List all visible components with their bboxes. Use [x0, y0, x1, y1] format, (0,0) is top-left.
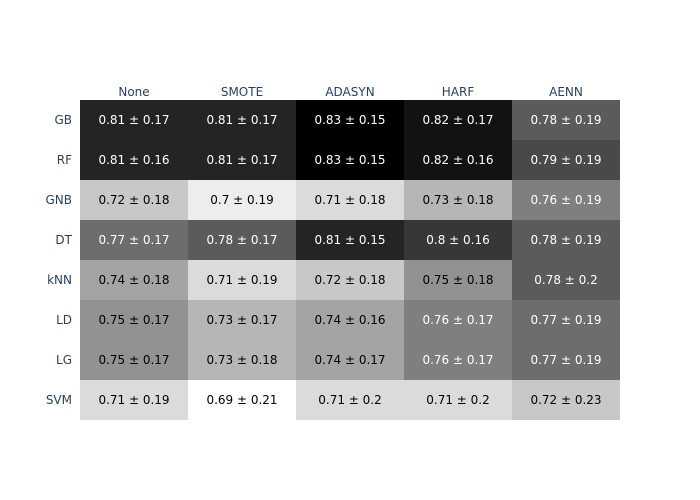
cell-value-label: 0.81 ± 0.17 — [98, 113, 169, 127]
heatmap-cell — [80, 300, 188, 340]
heatmap-cell — [188, 180, 296, 220]
heatmap-cell — [80, 220, 188, 260]
heatmap-cell — [296, 180, 404, 220]
cell-value-label: 0.81 ± 0.16 — [98, 153, 169, 167]
cell-value-label: 0.75 ± 0.17 — [98, 313, 169, 327]
cell-value-label: 0.72 ± 0.18 — [314, 273, 385, 287]
heatmap-cell — [404, 380, 512, 420]
cell-value-label: 0.74 ± 0.16 — [314, 313, 385, 327]
heatmap-cell — [512, 180, 620, 220]
cell-value-label: 0.82 ± 0.17 — [422, 113, 493, 127]
heatmap-cell — [188, 260, 296, 300]
heatmap-cell — [404, 100, 512, 140]
row-label: GB — [54, 113, 72, 127]
cell-value-label: 0.78 ± 0.17 — [206, 233, 277, 247]
heatmap-cell — [188, 340, 296, 380]
cell-value-label: 0.71 ± 0.19 — [98, 393, 169, 407]
heatmap-cell — [404, 180, 512, 220]
cell-value-label: 0.78 ± 0.19 — [530, 233, 601, 247]
cell-value-label: 0.74 ± 0.18 — [98, 273, 169, 287]
heatmap-cell — [80, 180, 188, 220]
row-label: LD — [56, 313, 72, 327]
cell-value-label: 0.76 ± 0.17 — [422, 353, 493, 367]
heatmap-cell — [188, 300, 296, 340]
heatmap-cell — [296, 220, 404, 260]
cell-value-label: 0.78 ± 0.2 — [534, 273, 598, 287]
cell-value-label: 0.69 ± 0.21 — [206, 393, 277, 407]
heatmap-cell — [188, 220, 296, 260]
cell-value-label: 0.81 ± 0.17 — [206, 113, 277, 127]
cell-value-label: 0.73 ± 0.17 — [206, 313, 277, 327]
heatmap-cell — [296, 100, 404, 140]
heatmap-cell — [80, 260, 188, 300]
heatmap-cell — [80, 140, 188, 180]
cell-value-label: 0.82 ± 0.16 — [422, 153, 493, 167]
cell-value-label: 0.74 ± 0.17 — [314, 353, 385, 367]
cell-value-label: 0.8 ± 0.16 — [426, 233, 490, 247]
heatmap-cell — [404, 300, 512, 340]
cell-value-label: 0.77 ± 0.19 — [530, 353, 601, 367]
cell-value-label: 0.71 ± 0.18 — [314, 193, 385, 207]
row-label: LG — [56, 353, 72, 367]
heatmap-cell — [512, 380, 620, 420]
heatmap-cell — [296, 260, 404, 300]
heatmap-cell — [404, 260, 512, 300]
heatmap-cell — [188, 380, 296, 420]
cell-value-label: 0.71 ± 0.2 — [426, 393, 490, 407]
cell-value-label: 0.75 ± 0.18 — [422, 273, 493, 287]
cell-value-label: 0.79 ± 0.19 — [530, 153, 601, 167]
heatmap-cells: 0.81 ± 0.17 0.81 ± 0.17 0.83 ± 0.15 0.82 ± … — [80, 100, 620, 420]
row-labels: GB RF GNB DT kNN LD LG SVM — [45, 113, 72, 407]
cell-value-label: 0.7 ± 0.19 — [210, 193, 274, 207]
heatmap-cell — [80, 100, 188, 140]
heatmap-cell — [296, 380, 404, 420]
heatmap-cell — [512, 260, 620, 300]
column-label: HARF — [442, 85, 475, 99]
cell-value-label: 0.72 ± 0.23 — [530, 393, 601, 407]
heatmap-cell — [512, 340, 620, 380]
cell-value-label: 0.73 ± 0.18 — [206, 353, 277, 367]
cell-value-label: 0.77 ± 0.17 — [98, 233, 169, 247]
cell-value-label: 0.81 ± 0.17 — [206, 153, 277, 167]
heatmap-cell — [188, 140, 296, 180]
cell-value-label: 0.71 ± 0.2 — [318, 393, 382, 407]
cell-value-label: 0.81 ± 0.15 — [314, 233, 385, 247]
row-label: kNN — [47, 273, 72, 287]
heatmap-cell — [512, 100, 620, 140]
heatmap-cell — [296, 140, 404, 180]
heatmap-cell — [404, 220, 512, 260]
heatmap-cell — [80, 380, 188, 420]
cell-value-label: 0.71 ± 0.19 — [206, 273, 277, 287]
row-label: SVM — [46, 393, 72, 407]
cell-value-label: 0.76 ± 0.17 — [422, 313, 493, 327]
row-label: GNB — [45, 193, 72, 207]
column-label: AENN — [549, 85, 583, 99]
cell-value-label: 0.72 ± 0.18 — [98, 193, 169, 207]
column-label: ADASYN — [325, 85, 374, 99]
heatmap-cell — [404, 340, 512, 380]
cell-value-label: 0.76 ± 0.19 — [530, 193, 601, 207]
row-label: RF — [57, 153, 72, 167]
heatmap-cell — [404, 140, 512, 180]
cell-value-label: 0.77 ± 0.19 — [530, 313, 601, 327]
cell-value-label: 0.83 ± 0.15 — [314, 113, 385, 127]
heatmap-cell — [512, 140, 620, 180]
heatmap-cell — [80, 340, 188, 380]
row-label: DT — [55, 233, 72, 247]
column-label: None — [118, 85, 149, 99]
heatmap-cell — [296, 340, 404, 380]
cell-value-label: 0.83 ± 0.15 — [314, 153, 385, 167]
heatmap-cell — [512, 220, 620, 260]
cell-value-label: 0.73 ± 0.18 — [422, 193, 493, 207]
column-label: SMOTE — [221, 85, 263, 99]
heatmap-cell — [296, 300, 404, 340]
heatmap-cell — [512, 300, 620, 340]
cell-value-label: 0.78 ± 0.19 — [530, 113, 601, 127]
heatmap-cell — [188, 100, 296, 140]
column-labels: None SMOTE ADASYN HARF AENN — [118, 85, 583, 99]
cell-value-label: 0.75 ± 0.17 — [98, 353, 169, 367]
